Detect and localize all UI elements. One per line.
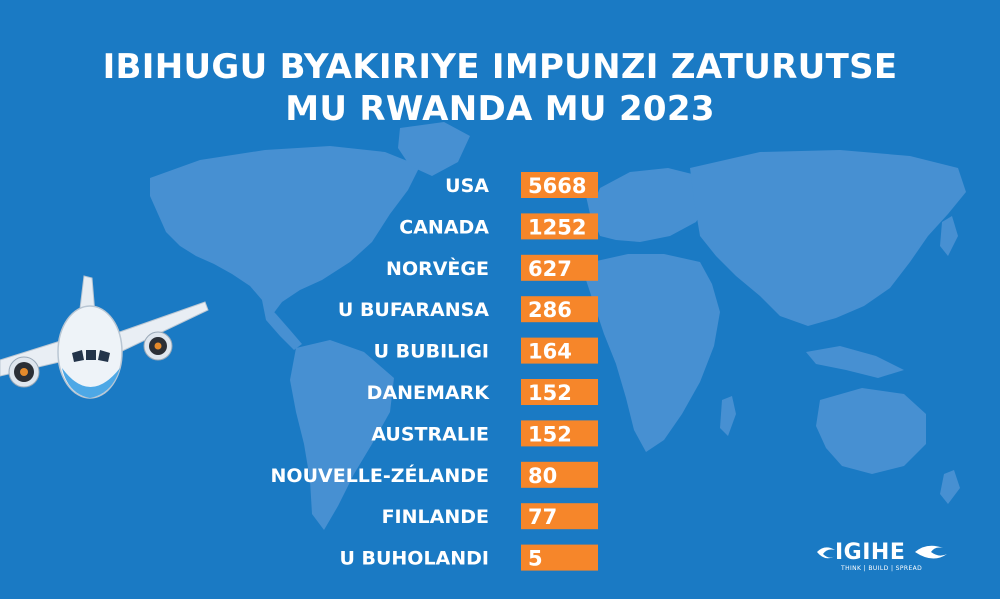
map-japan — [940, 216, 958, 256]
category-labels: USA CANADA NORVÈGE U BUFARANSA U BUBILIGI DAN… — [271, 175, 491, 570]
value-labels: 5668 1252 627 286 164 152 152 80 77 5 — [528, 174, 586, 571]
bars — [521, 172, 598, 571]
bar — [521, 254, 598, 281]
map-africa — [586, 254, 720, 452]
map-europe — [590, 168, 710, 242]
logo-swoosh-icon — [817, 545, 947, 559]
bar — [521, 337, 598, 364]
category-label: DANEMARK — [367, 382, 491, 404]
bar — [521, 461, 598, 488]
category-label: U BUHOLANDI — [339, 548, 489, 570]
map-australia — [816, 388, 926, 474]
igihe-logo: IGIHE THINK | BUILD | SPREAD — [815, 540, 950, 574]
map-south-america — [290, 340, 394, 530]
data-label: 5668 — [528, 174, 586, 198]
map-madagascar — [720, 396, 736, 436]
map-new-zealand — [940, 470, 960, 504]
category-label: FINLANDE — [382, 506, 489, 528]
category-label: NOUVELLE-ZÉLANDE — [271, 464, 489, 487]
logo-tagline: THINK | BUILD | SPREAD — [841, 565, 923, 572]
data-label: 164 — [528, 340, 572, 364]
category-label: U BUFARANSA — [338, 299, 489, 321]
map-central-america — [262, 300, 302, 350]
logo-wordmark: IGIHE — [835, 540, 906, 565]
chart-title-line-1: IBIHUGU BYAKIRIYE IMPUNZI ZATURUTSE — [102, 47, 898, 87]
data-label: 80 — [528, 464, 557, 488]
map-north-america — [150, 146, 420, 318]
bar — [521, 420, 598, 447]
bar — [521, 544, 598, 571]
bar — [521, 503, 598, 530]
map-greenland — [398, 122, 470, 176]
data-label: 5 — [528, 547, 543, 571]
category-label: USA — [445, 175, 489, 197]
bar — [521, 379, 598, 405]
map-indonesia — [806, 346, 904, 378]
map-asia — [690, 150, 966, 326]
bar — [521, 172, 598, 198]
data-label: 152 — [528, 381, 572, 405]
category-label: CANADA — [399, 216, 489, 238]
data-label: 1252 — [528, 215, 586, 239]
data-label: 627 — [528, 257, 572, 281]
category-label: NORVÈGE — [386, 257, 489, 280]
category-label: U BUBILIGI — [374, 341, 489, 363]
bar — [521, 296, 598, 323]
data-label: 152 — [528, 422, 572, 446]
data-label: 77 — [528, 505, 557, 529]
chart-title-line-2: MU RWANDA MU 2023 — [285, 89, 715, 129]
category-label: AUSTRALIE — [371, 423, 489, 445]
bar — [521, 213, 598, 240]
data-label: 286 — [528, 298, 572, 322]
